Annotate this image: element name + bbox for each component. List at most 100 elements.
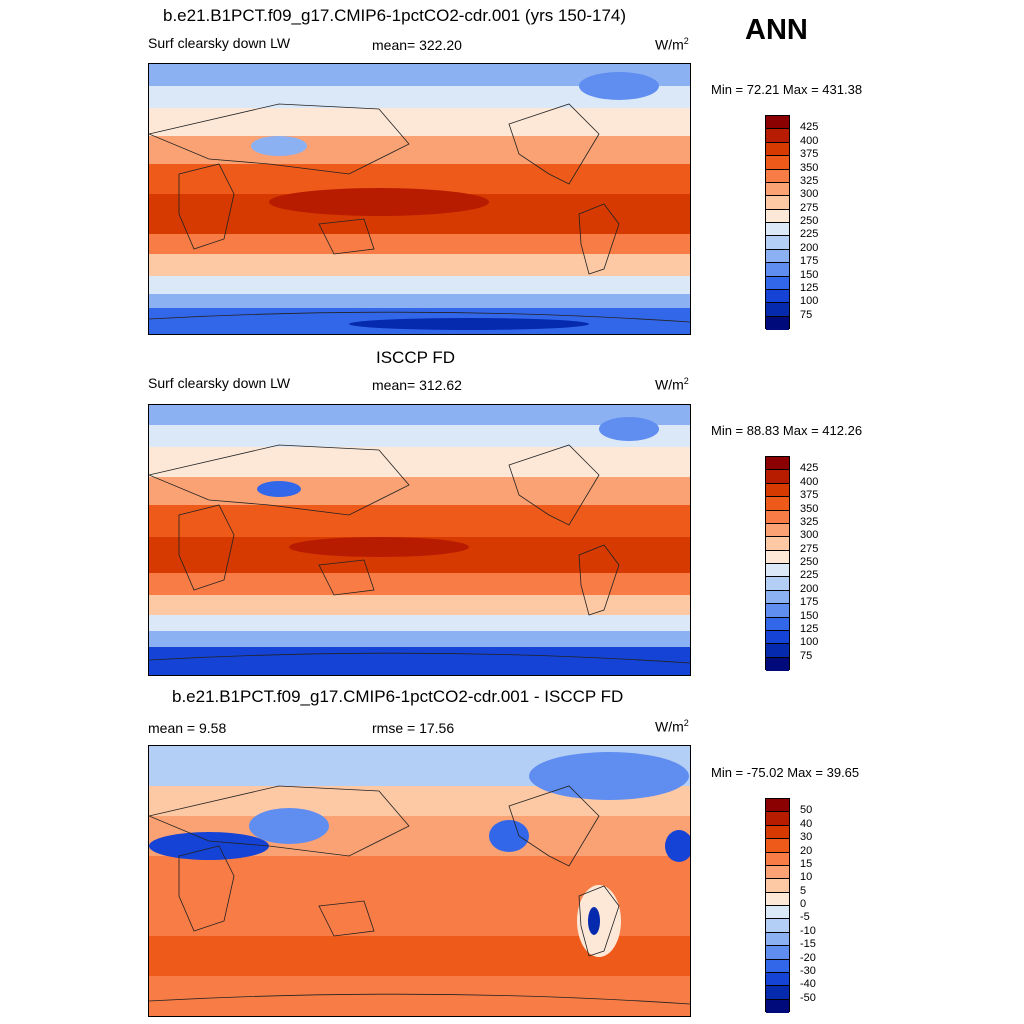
colorbar-segment xyxy=(766,564,789,578)
colorbar-tick-label: 250 xyxy=(800,556,819,568)
panel1-title: b.e21.B1PCT.f09_g17.CMIP6-1pctCO2-cdr.00… xyxy=(163,6,627,25)
panel1-map-graphic xyxy=(149,64,690,334)
panel2-mean-label: mean= 312.62 xyxy=(372,377,462,393)
panel2-map-graphic xyxy=(149,405,690,675)
colorbar-segment xyxy=(766,209,789,223)
colorbar-tick-label: 400 xyxy=(800,134,819,147)
panel3-title: b.e21.B1PCT.f09_g17.CMIP6-1pctCO2-cdr.00… xyxy=(172,687,624,706)
colorbar-segment xyxy=(766,129,789,143)
panel2-title: ISCCP FD xyxy=(376,348,456,367)
colorbar-tick-label: -20 xyxy=(800,951,816,964)
colorbar-segment xyxy=(766,289,789,304)
colorbar-tick-label: -50 xyxy=(800,991,816,1004)
colorbar-segment xyxy=(766,142,789,157)
panel3-colorbar xyxy=(765,798,790,1013)
colorbar-segment xyxy=(766,236,789,250)
colorbar-tick-label: -30 xyxy=(800,964,816,977)
colorbar-tick-label: 425 xyxy=(800,121,819,134)
panel2-map xyxy=(148,404,691,676)
colorbar-segment xyxy=(766,457,789,471)
colorbar-tick-label: 150 xyxy=(800,609,819,622)
colorbar-tick-label: 200 xyxy=(800,241,819,254)
colorbar-segment xyxy=(766,116,789,130)
panel3-rmse-label: rmse = 17.56 xyxy=(372,720,455,736)
panel3-units: W/m2 xyxy=(655,718,689,735)
panel1-units: W/m2 xyxy=(655,36,689,53)
colorbar-segment xyxy=(766,577,789,591)
colorbar-tick-label: 275 xyxy=(800,201,819,214)
colorbar-tick-label: 300 xyxy=(800,529,819,542)
colorbar-tick-label: 15 xyxy=(800,857,813,870)
colorbar-tick-label: 50 xyxy=(800,804,813,817)
colorbar-segment xyxy=(766,906,789,920)
colorbar-tick-label: 125 xyxy=(800,281,819,294)
colorbar-segment xyxy=(766,972,789,987)
colorbar-segment xyxy=(766,303,789,317)
colorbar-tick-label: 0 xyxy=(800,898,807,910)
panel1-map xyxy=(148,63,691,335)
panel1-mean-label: mean= 322.20 xyxy=(372,37,462,53)
colorbar-tick-label: 275 xyxy=(800,542,819,555)
panel3-mean-label: mean = 9.58 xyxy=(148,720,227,736)
colorbar-segment xyxy=(766,156,789,170)
colorbar-tick-label: 300 xyxy=(800,188,819,201)
colorbar-segment xyxy=(766,852,789,866)
colorbar-tick-label: 75 xyxy=(800,308,813,321)
panel2-units: W/m2 xyxy=(655,376,689,393)
panel2-variable-label: Surf clearsky down LW xyxy=(148,375,291,391)
panel2-colorbar xyxy=(765,456,790,671)
colorbar-segment xyxy=(766,590,789,605)
colorbar-tick-label: 75 xyxy=(800,649,813,662)
colorbar-segment xyxy=(766,959,789,973)
colorbar-segment xyxy=(766,263,789,277)
colorbar-tick-label: -10 xyxy=(800,924,816,937)
colorbar-tick-label: 150 xyxy=(800,268,819,281)
colorbar-segment xyxy=(766,839,789,853)
colorbar-segment xyxy=(766,919,789,933)
panel1-colorbar xyxy=(765,115,790,330)
colorbar-tick-label: 225 xyxy=(800,228,819,241)
colorbar-segment xyxy=(766,986,789,1000)
colorbar-segment xyxy=(766,879,789,893)
colorbar-segment xyxy=(766,617,789,631)
season-label: ANN xyxy=(745,14,808,46)
colorbar-tick-label: -40 xyxy=(800,978,816,991)
panel3-map-graphic xyxy=(149,746,690,1016)
colorbar-segment xyxy=(766,483,789,498)
panel2-minmax: Min = 88.83 Max = 412.26 xyxy=(711,423,863,438)
panel1-variable-label: Surf clearsky down LW xyxy=(148,35,291,51)
colorbar-segment xyxy=(766,510,789,524)
colorbar-tick-label: 325 xyxy=(800,174,819,187)
colorbar-tick-label: 40 xyxy=(800,817,813,830)
colorbar-tick-label: 30 xyxy=(800,831,813,844)
colorbar-segment xyxy=(766,169,789,183)
colorbar-segment xyxy=(766,657,789,671)
colorbar-tick-label: 350 xyxy=(800,502,819,515)
colorbar-segment xyxy=(766,825,789,840)
colorbar-segment xyxy=(766,812,789,826)
colorbar-tick-label: 375 xyxy=(800,148,819,161)
colorbar-segment xyxy=(766,892,789,906)
colorbar-segment xyxy=(766,537,789,551)
colorbar-segment xyxy=(766,182,789,197)
panel3-map xyxy=(148,745,691,1017)
colorbar-segment xyxy=(766,196,789,210)
colorbar-segment xyxy=(766,223,789,237)
colorbar-tick-label: 350 xyxy=(800,161,819,174)
colorbar-tick-label: 100 xyxy=(800,295,819,308)
colorbar-segment xyxy=(766,799,789,813)
colorbar-tick-label: 375 xyxy=(800,489,819,502)
colorbar-tick-label: 175 xyxy=(800,255,819,268)
panel3-minmax: Min = -75.02 Max = 39.65 xyxy=(711,765,860,780)
colorbar-tick-label: 250 xyxy=(800,215,819,227)
panel1-minmax: Min = 72.21 Max = 431.38 xyxy=(711,82,863,97)
colorbar-segment xyxy=(766,316,789,330)
colorbar-segment xyxy=(766,630,789,645)
colorbar-tick-label: 125 xyxy=(800,622,819,635)
colorbar-tick-label: -15 xyxy=(800,938,816,951)
colorbar-tick-label: 400 xyxy=(800,475,819,488)
colorbar-tick-label: -5 xyxy=(800,911,810,924)
colorbar-tick-label: 100 xyxy=(800,636,819,649)
colorbar-segment xyxy=(766,946,789,960)
colorbar-segment xyxy=(766,644,789,658)
